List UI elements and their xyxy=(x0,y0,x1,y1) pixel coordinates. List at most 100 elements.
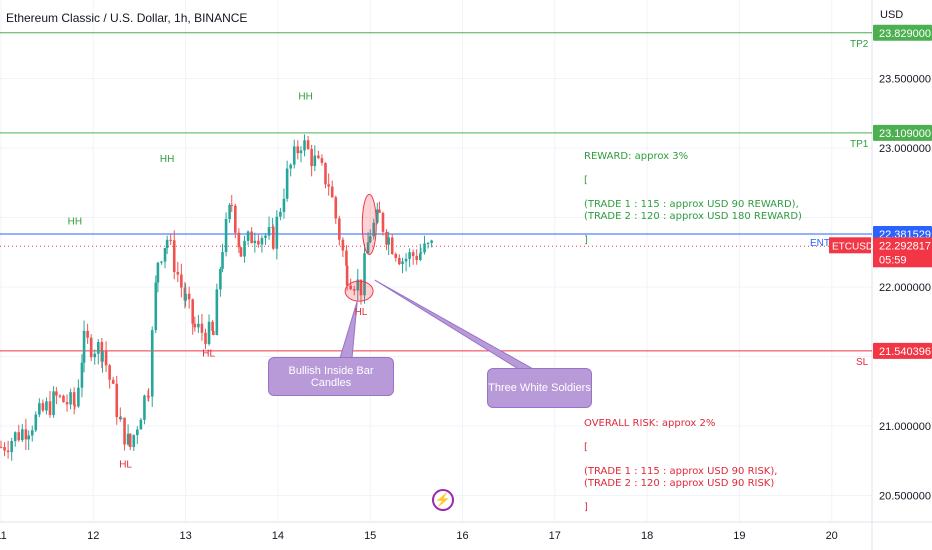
candle-body xyxy=(330,186,334,198)
candle-body xyxy=(299,150,303,154)
swing-label: HH xyxy=(68,216,82,227)
candle-body xyxy=(184,293,187,301)
swing-label: HH xyxy=(160,154,174,165)
candle-body xyxy=(13,432,17,442)
candle-body xyxy=(187,293,191,300)
swing-label: HL xyxy=(202,349,215,360)
candle-body xyxy=(419,252,423,254)
candle-body xyxy=(108,365,111,380)
time-axis: 11 12 13 14 15 16 17 18 19 20 xyxy=(0,530,838,542)
candle-body xyxy=(224,219,228,252)
price-tag-text: 23.829000 xyxy=(879,28,931,40)
candle-body xyxy=(48,401,52,416)
candle-body xyxy=(366,242,370,254)
candle-body xyxy=(197,323,200,328)
countdown-text: 05:59 xyxy=(879,254,907,266)
candle-body xyxy=(204,332,207,344)
current-price-tag xyxy=(873,237,932,268)
candle-body xyxy=(165,239,169,249)
swing-labels: HH HL HH HL HH HL xyxy=(68,91,368,470)
candle-body xyxy=(119,417,123,420)
x-tick-label: 15 xyxy=(364,530,376,542)
candle-body xyxy=(310,148,313,167)
candle-body xyxy=(243,240,246,257)
candle-body xyxy=(234,205,237,233)
candle-body xyxy=(132,435,136,447)
candle-body xyxy=(123,417,126,445)
candle-body xyxy=(230,204,234,206)
swing-label: HL xyxy=(119,460,132,471)
candle-body xyxy=(352,289,356,291)
candle-body xyxy=(72,392,76,405)
candle-body xyxy=(356,279,360,291)
candle-body xyxy=(80,362,84,388)
level-tag-sl: SL xyxy=(856,357,869,368)
candle-body xyxy=(385,231,388,245)
candle-body xyxy=(376,209,379,223)
candle-body xyxy=(41,403,45,411)
candle-body xyxy=(101,351,104,362)
candle-body xyxy=(126,433,130,445)
x-tick-label: 19 xyxy=(733,530,745,542)
candle-body xyxy=(115,383,119,418)
candle-body xyxy=(349,285,352,290)
x-tick-label: 14 xyxy=(272,530,284,542)
inside-bar-highlight xyxy=(344,280,374,302)
candle-body xyxy=(345,250,348,266)
reward-note: REWARD: approx 3% [ (TRADE 1 : 115 : app… xyxy=(584,151,802,246)
x-tick-label: 16 xyxy=(456,530,468,542)
y-tick-label: 22.000000 xyxy=(879,282,931,294)
x-tick-label: 20 xyxy=(826,530,838,542)
candle-body xyxy=(381,212,385,232)
price-tag-tp1 xyxy=(873,124,932,141)
candle-body xyxy=(169,239,172,241)
candle-body xyxy=(221,251,224,269)
candle-body xyxy=(207,321,211,344)
candle-body xyxy=(27,435,30,440)
candle-body xyxy=(163,248,167,262)
candle-body xyxy=(246,231,250,241)
candle-body xyxy=(154,282,158,331)
lightning-icon[interactable]: ⚡ xyxy=(432,489,454,511)
inside-bar-callout[interactable]: Bullish Inside Bar Candles xyxy=(268,357,394,396)
x-tick-label: 18 xyxy=(641,530,653,542)
candle-body xyxy=(279,211,282,217)
candle-body xyxy=(77,387,80,407)
candle-body xyxy=(387,237,390,245)
candle-body xyxy=(38,403,41,415)
y-tick-label: 20.500000 xyxy=(879,491,931,503)
candle-body xyxy=(62,395,65,403)
candle-body xyxy=(10,441,13,453)
candle-body xyxy=(264,235,267,238)
soldiers-highlight xyxy=(361,193,377,255)
candle-body xyxy=(111,379,115,384)
candle-body xyxy=(89,337,93,358)
candle-body xyxy=(21,429,24,441)
candle-body xyxy=(96,342,100,354)
candle-body xyxy=(404,258,408,262)
candle-body xyxy=(372,222,376,237)
candle-body xyxy=(146,395,150,397)
candle-body xyxy=(327,184,330,187)
candle-body xyxy=(267,227,271,236)
price-levels: TP2 TP1 ENT SL xyxy=(0,32,872,368)
y-tick-label: 23.500000 xyxy=(879,74,931,86)
candle-body xyxy=(55,391,58,396)
candle-body xyxy=(139,419,143,430)
candle-body xyxy=(430,240,433,243)
three-white-soldiers-callout[interactable]: Three White Soldiers xyxy=(487,368,592,408)
candle-body xyxy=(398,257,401,265)
chart-title: Ethereum Classic / U.S. Dollar, 1h, BINA… xyxy=(6,11,248,25)
candle-body xyxy=(426,242,430,244)
candle-body xyxy=(363,253,366,296)
candle-body xyxy=(211,330,215,335)
candle-body xyxy=(104,351,108,366)
candle-body xyxy=(180,274,183,288)
candle-body xyxy=(260,237,264,245)
candle-body xyxy=(253,240,257,244)
candle-body xyxy=(401,261,404,265)
swing-label: HH xyxy=(298,91,312,102)
level-tag-ent: ENT xyxy=(810,238,830,249)
